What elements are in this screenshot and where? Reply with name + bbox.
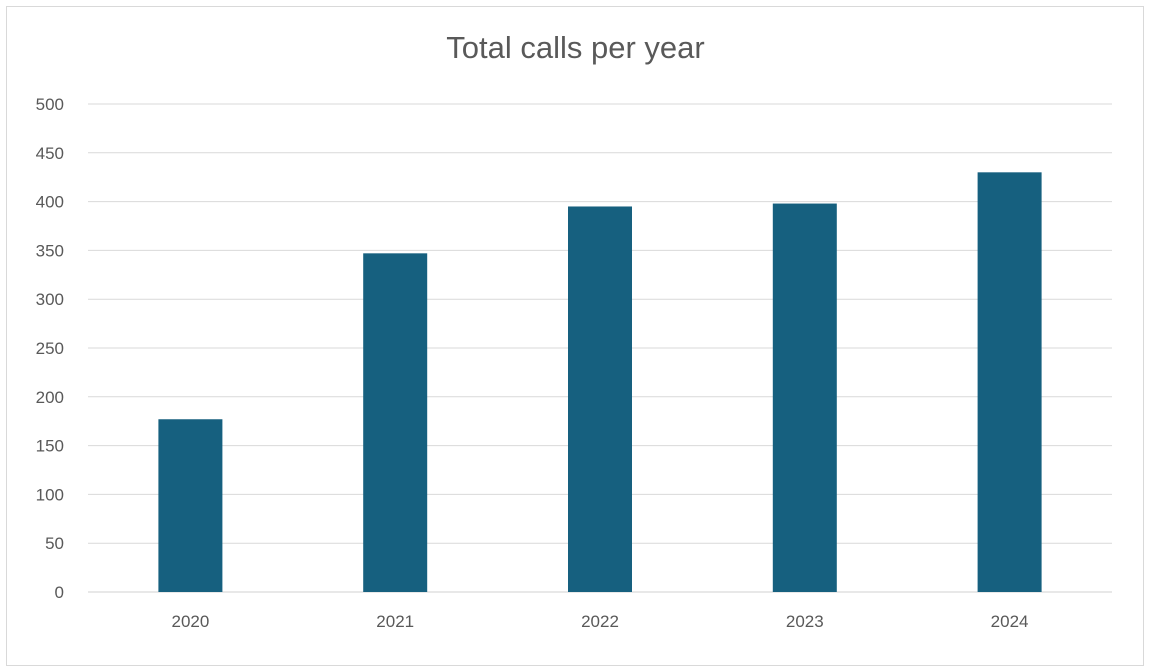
bar-2024 [977, 172, 1042, 592]
x-axis-ticks: 2020 2021 2022 2023 2024 [171, 612, 1028, 631]
bar-2020 [158, 419, 223, 592]
y-tick-label: 0 [55, 583, 64, 602]
y-tick-label: 500 [36, 95, 64, 114]
x-tick-label: 2020 [171, 612, 209, 631]
y-tick-label: 350 [36, 241, 64, 260]
y-tick-label: 250 [36, 339, 64, 358]
x-tick-label: 2021 [376, 612, 414, 631]
x-tick-label: 2024 [991, 612, 1029, 631]
y-tick-label: 100 [36, 485, 64, 504]
y-axis-ticks: 0 50 100 150 200 250 300 350 400 450 500 [36, 95, 64, 602]
y-tick-label: 200 [36, 388, 64, 407]
chart-title: Total calls per year [446, 30, 705, 65]
y-tick-label: 400 [36, 193, 64, 212]
bar-2023 [772, 203, 837, 592]
y-tick-label: 50 [45, 534, 64, 553]
x-tick-label: 2023 [786, 612, 824, 631]
x-tick-label: 2022 [581, 612, 619, 631]
y-tick-label: 450 [36, 144, 64, 163]
y-tick-label: 300 [36, 290, 64, 309]
bar-2022 [568, 206, 632, 593]
bar-2021 [363, 253, 428, 592]
bars [158, 172, 1042, 593]
y-tick-label: 150 [36, 437, 64, 456]
